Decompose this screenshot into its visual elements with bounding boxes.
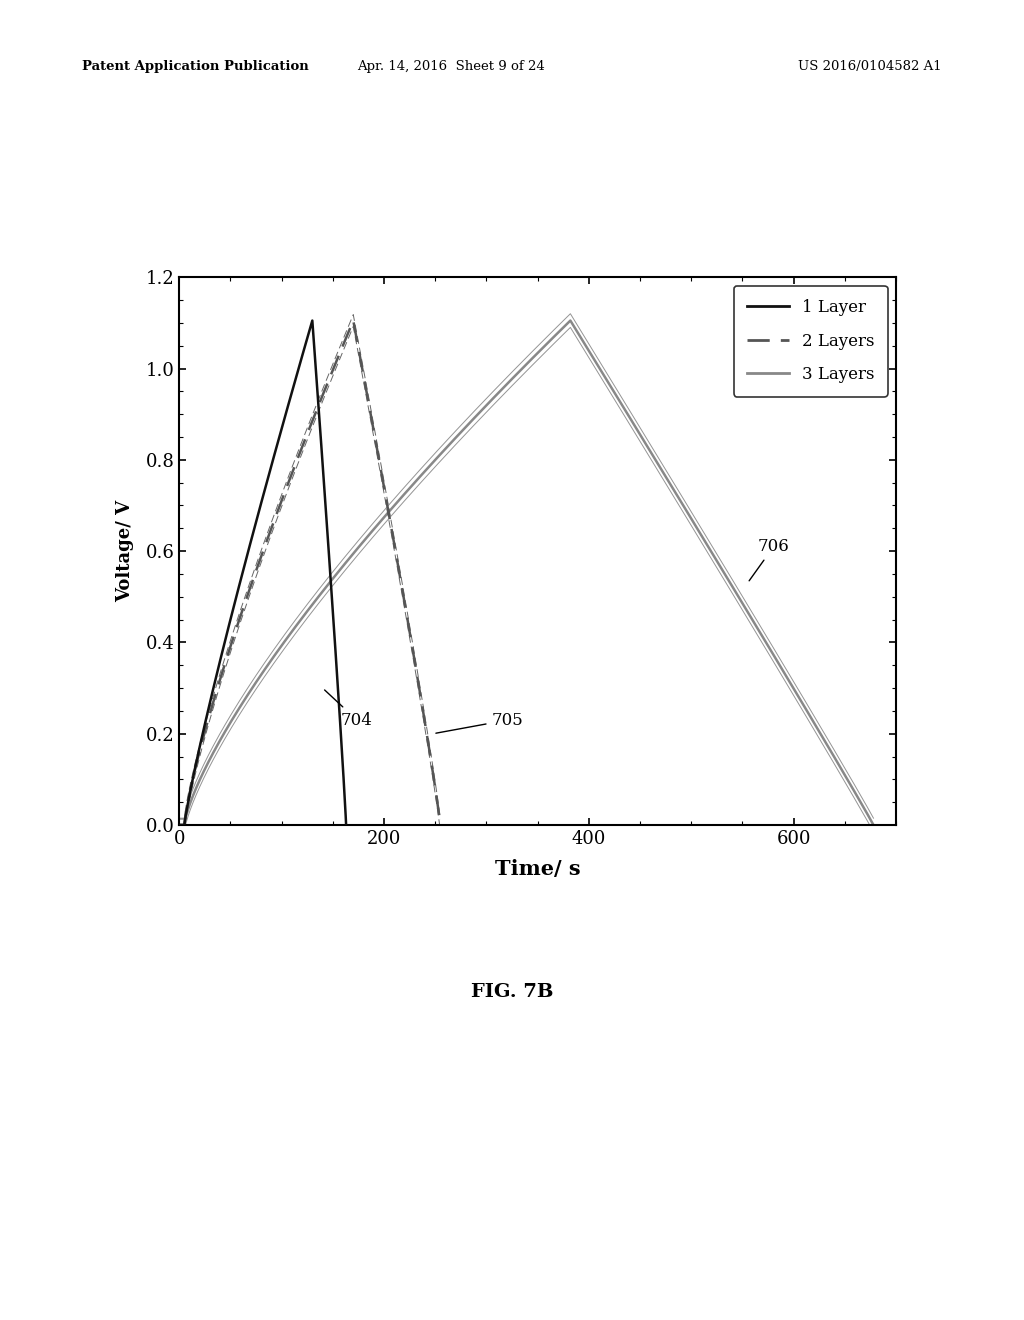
Text: FIG. 7B: FIG. 7B	[471, 983, 553, 1002]
Text: 706: 706	[750, 539, 790, 581]
Legend: 1 Layer, 2 Layers, 3 Layers: 1 Layer, 2 Layers, 3 Layers	[733, 285, 888, 396]
Text: US 2016/0104582 A1: US 2016/0104582 A1	[799, 59, 942, 73]
Y-axis label: Voltage/ V: Voltage/ V	[117, 500, 134, 602]
Text: 704: 704	[325, 690, 373, 729]
Text: Patent Application Publication: Patent Application Publication	[82, 59, 308, 73]
X-axis label: Time/ s: Time/ s	[495, 859, 581, 879]
Text: 705: 705	[436, 711, 523, 733]
Text: Apr. 14, 2016  Sheet 9 of 24: Apr. 14, 2016 Sheet 9 of 24	[356, 59, 545, 73]
